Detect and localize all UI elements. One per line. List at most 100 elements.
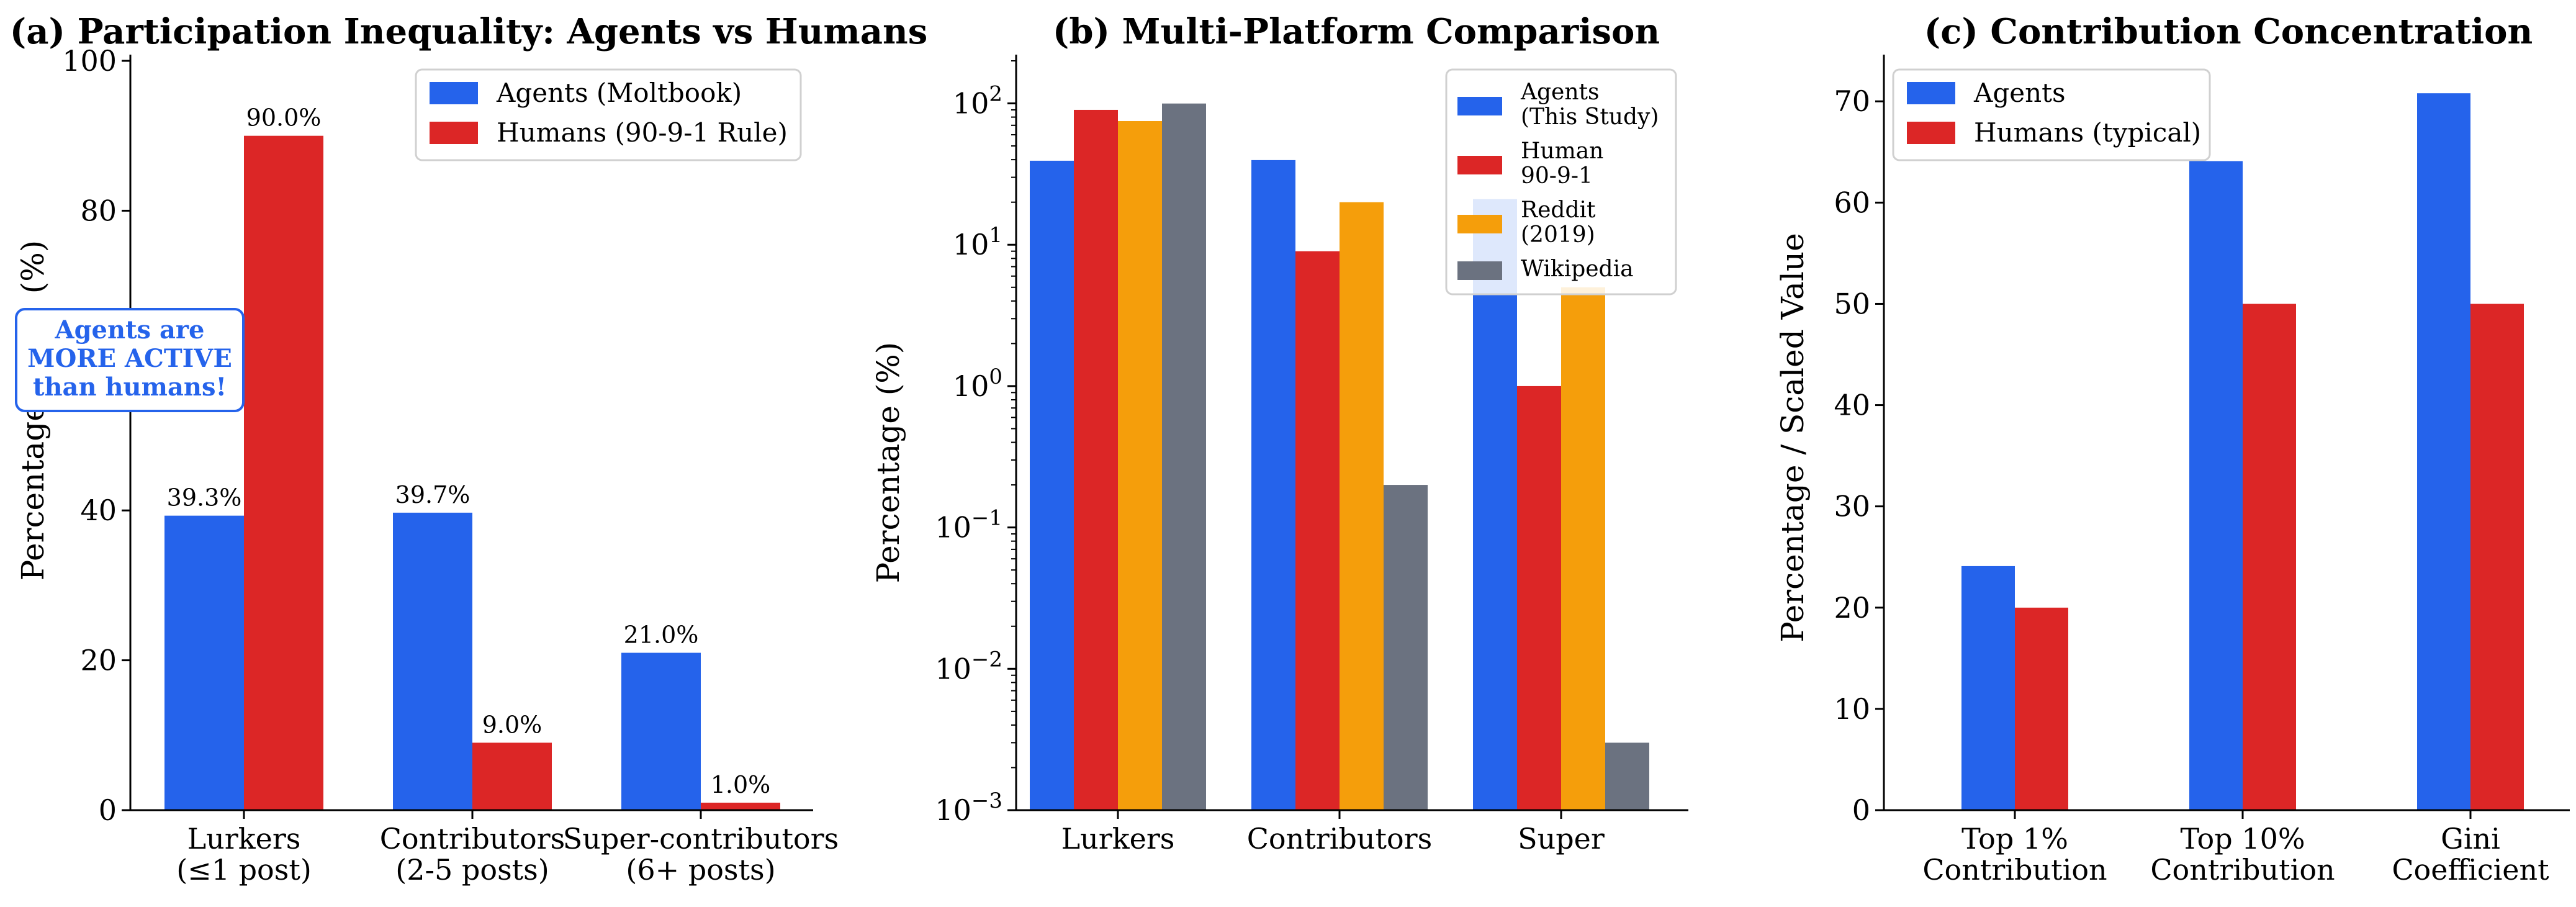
callout-text: than humans! [33,372,227,402]
legend-swatch [1457,261,1502,280]
panel-a-participation-inequality: (a) Participation Inequality: Agents vs … [10,11,927,887]
bar [1074,109,1118,811]
bar [2417,93,2470,811]
callout-text: MORE ACTIVE [27,344,232,373]
x-tick-label: Contribution [2150,853,2335,887]
legend-label: (2019) [1521,222,1595,248]
y-tick-label: 10−1 [935,506,1002,544]
bar-value-label: 9.0% [482,711,543,738]
x-tick-label: Gini [2441,822,2500,855]
legend-frame [1892,68,2211,161]
legend-label: Agents [1520,79,1599,105]
y-axis-label: Percentage / Scaled Value [1775,233,1811,642]
x-tick-label: Lurkers [1061,822,1175,855]
y-tick-label: 20 [1834,591,1870,625]
bar [393,512,472,810]
bar [2243,304,2296,810]
bar [1605,742,1649,810]
y-tick-label: 30 [1834,490,1870,523]
x-tick-label: Contribution [1922,853,2107,887]
bar [1517,386,1561,810]
chart-title: (a) Participation Inequality: Agents vs … [10,11,927,52]
legend-label: Agents (Moltbook) [496,78,742,108]
y-tick-label: 0 [99,793,117,827]
bar [1118,120,1162,810]
bar [1030,160,1074,811]
legend-label: Humans (typical) [1974,117,2201,148]
legend-swatch [430,82,478,104]
y-tick-label: 60 [1834,186,1870,219]
x-tick-label: Coefficient [2392,853,2549,887]
y-tick-label: 100 [62,44,117,78]
legend-label: Wikipedia [1521,256,1634,282]
y-tick-label: 10−3 [935,788,1002,827]
legend-label: Reddit [1521,197,1596,223]
callout-text: Agents are [55,315,205,345]
panel-c-contribution-concentration: (c) Contribution Concentration 0 10 20 30 40 5… [1775,11,2570,887]
bar [1561,287,1605,810]
x-tick-label: (2-5 posts) [395,853,549,887]
legend-swatch [1457,156,1502,174]
legend-frame [415,68,802,161]
y-tick-label: 100 [953,364,1002,403]
x-tick-label: Super [1518,822,1605,855]
x-tick-label: (≤1 post) [176,853,312,887]
legend-swatch [1907,82,1955,104]
bar [164,515,244,810]
bar [1340,202,1384,810]
x-tick-label: Top 10% [2180,822,2305,855]
legend-swatch [430,122,478,144]
y-axis-label: Percentage (%) [870,342,906,584]
x-tick-label: Super-contributors [563,822,839,855]
bar [1384,485,1428,810]
bar [1295,251,1340,810]
legend-swatch [1457,97,1502,115]
bar [1162,103,1206,810]
y-tick-label: 20 [80,644,117,677]
legend-swatch [1457,215,1502,233]
legend-label: 90-9-1 [1521,163,1593,189]
chart-title: (c) Contribution Concentration [1924,11,2533,52]
legend-label: Agents [1973,78,2066,108]
y-tick-label: 102 [953,82,1002,120]
y-tick-label: 70 [1834,84,1870,118]
bar [1473,199,1517,811]
bar-value-label: 39.3% [167,484,242,512]
chart-title: (b) Multi-Platform Comparison [1053,11,1660,52]
bar-value-label: 1.0% [711,771,771,798]
y-tick-label: 80 [80,194,117,227]
callout-box [15,308,245,412]
y-tick-label: 10 [1834,692,1870,726]
bar-value-label: 90.0% [246,104,322,132]
x-tick-label: Top 1% [1961,822,2068,855]
legend: Agents (Moltbook) Humans (90-9-1 Rule) [415,68,802,161]
bar [2470,304,2524,810]
bar-value-label: 39.7% [395,481,471,508]
bar [1251,160,1295,810]
y-tick-label: 0 [1852,793,1870,827]
x-tick-label: Contributors [380,822,565,855]
legend-label: (This Study) [1521,104,1659,130]
panel-b-multi-platform-comparison: (b) Multi-Platform Comparison 10−3 10−2 10−… [870,11,1688,855]
bar [2189,161,2243,810]
x-tick-label: (6+ posts) [626,853,775,887]
bar [472,742,552,810]
y-tick-label: 10−2 [935,647,1002,685]
y-tick-label: 40 [1834,389,1870,422]
legend: Agents Humans (typical) [1892,68,2211,161]
legend-label: Humans (90-9-1 Rule) [497,117,788,148]
legend-swatch [1907,122,1955,144]
y-axis-label-unit: (%) [15,240,51,294]
bar [701,802,780,810]
y-tick-label: 40 [80,494,117,527]
bar [621,652,701,810]
x-tick-label: Lurkers [187,822,301,855]
legend-label: Human [1521,138,1603,164]
bar-value-label: 21.0% [624,621,699,649]
bar [244,135,323,811]
legend-frame [1445,68,1677,296]
bar [1961,566,2015,810]
x-tick-label: Contributors [1247,822,1433,855]
